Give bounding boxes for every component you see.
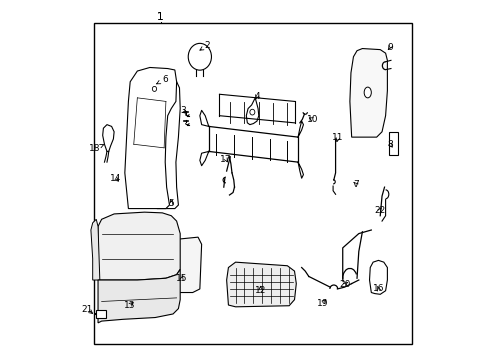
- Polygon shape: [159, 237, 201, 293]
- Text: 1: 1: [157, 13, 163, 22]
- Bar: [94, 23, 411, 344]
- Polygon shape: [98, 269, 180, 323]
- Polygon shape: [124, 67, 176, 208]
- Text: 19: 19: [316, 299, 327, 308]
- Polygon shape: [102, 125, 114, 152]
- Text: 1: 1: [157, 13, 163, 22]
- Ellipse shape: [249, 109, 254, 115]
- Polygon shape: [153, 82, 180, 208]
- Polygon shape: [226, 262, 296, 307]
- Text: 18: 18: [88, 144, 103, 153]
- Text: 14: 14: [109, 174, 121, 183]
- Text: 16: 16: [372, 284, 384, 293]
- Text: 9: 9: [386, 42, 392, 51]
- Text: 4: 4: [254, 91, 259, 100]
- Text: 3: 3: [180, 106, 185, 115]
- Bar: [96, 310, 106, 318]
- Ellipse shape: [152, 86, 156, 91]
- Text: 10: 10: [306, 115, 318, 124]
- Polygon shape: [349, 49, 386, 137]
- Text: 12: 12: [254, 285, 266, 294]
- Text: 20: 20: [339, 280, 350, 289]
- Text: 22: 22: [373, 206, 385, 215]
- Polygon shape: [91, 219, 100, 280]
- Polygon shape: [369, 260, 386, 294]
- Text: 15: 15: [176, 274, 187, 283]
- Polygon shape: [98, 212, 180, 280]
- Text: 11: 11: [332, 132, 343, 141]
- FancyBboxPatch shape: [388, 132, 397, 155]
- Text: 6: 6: [156, 75, 168, 84]
- Text: 8: 8: [386, 140, 392, 149]
- Text: 17: 17: [220, 155, 231, 164]
- Text: 7: 7: [352, 180, 358, 189]
- Text: 21: 21: [81, 305, 93, 314]
- Ellipse shape: [364, 87, 370, 98]
- Ellipse shape: [188, 43, 211, 70]
- Polygon shape: [246, 98, 258, 125]
- Text: 13: 13: [123, 301, 135, 310]
- Text: 5: 5: [168, 199, 174, 208]
- Text: 2: 2: [200, 41, 209, 50]
